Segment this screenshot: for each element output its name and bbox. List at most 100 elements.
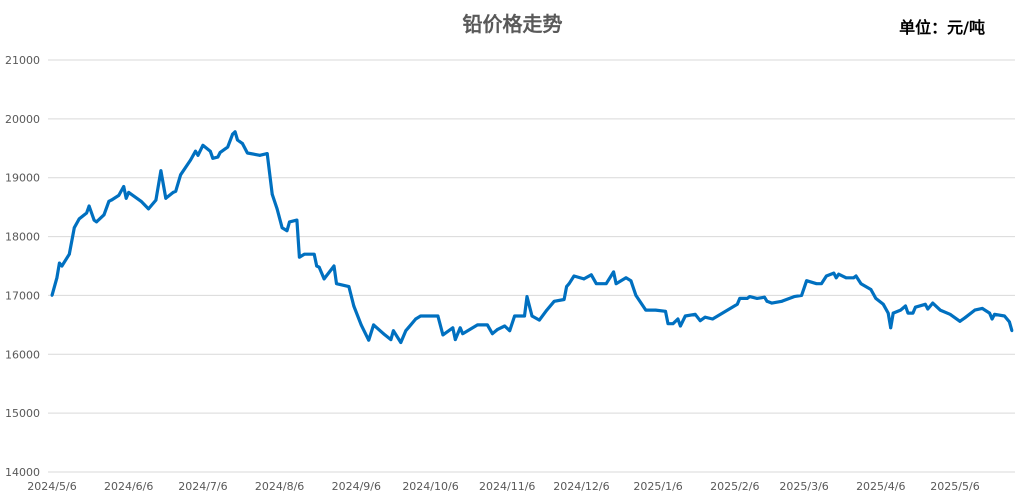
data-point	[236, 138, 239, 142]
data-point	[154, 198, 158, 202]
data-point	[441, 333, 445, 337]
data-point	[770, 301, 774, 305]
x-tick-label: 2025/3/6	[779, 480, 828, 493]
data-point	[948, 312, 952, 316]
y-tick-label: 14000	[5, 466, 40, 479]
data-point	[102, 213, 106, 217]
data-point	[589, 273, 593, 277]
data-point	[654, 308, 658, 312]
data-point	[453, 338, 457, 341]
data-point	[614, 282, 618, 286]
unit-label: 单位：元/吨	[899, 18, 985, 37]
data-point	[755, 296, 759, 300]
data-point	[372, 323, 376, 327]
data-point	[382, 332, 385, 336]
data-point	[490, 332, 494, 336]
data-point	[973, 308, 977, 312]
data-point	[359, 323, 363, 327]
data-point	[671, 322, 675, 326]
data-point	[805, 279, 808, 283]
data-point	[837, 272, 841, 276]
data-point	[612, 270, 615, 274]
chart-title: 铅价格走势	[462, 12, 563, 36]
data-point	[923, 302, 927, 306]
data-point	[624, 276, 628, 280]
data-point	[914, 305, 917, 309]
data-point	[159, 169, 163, 173]
data-point	[226, 145, 230, 149]
data-point	[748, 295, 752, 299]
data-point	[87, 204, 91, 208]
data-point	[127, 191, 131, 194]
data-point	[216, 155, 220, 159]
data-point	[711, 317, 714, 321]
data-point	[231, 132, 235, 136]
data-point	[869, 288, 873, 291]
data-point	[476, 323, 479, 327]
x-tick-label: 2024/10/6	[402, 480, 458, 493]
data-point	[285, 229, 289, 233]
data-point	[904, 304, 907, 308]
data-point	[523, 314, 526, 318]
data-point	[545, 308, 549, 312]
data-point	[938, 308, 942, 312]
data-point	[389, 338, 393, 341]
data-point	[124, 196, 128, 200]
data-point	[392, 329, 395, 333]
data-point	[211, 156, 215, 160]
y-tick-label: 19000	[5, 172, 40, 185]
data-point	[693, 312, 697, 316]
data-point	[77, 217, 81, 221]
data-point	[525, 295, 529, 299]
data-point	[530, 314, 534, 318]
data-point	[302, 252, 306, 256]
data-point	[844, 276, 848, 280]
data-point	[926, 307, 930, 311]
data-point	[495, 328, 499, 331]
data-point	[174, 189, 178, 193]
data-point	[315, 264, 319, 268]
x-tick-label: 2025/5/6	[930, 480, 979, 493]
data-point	[763, 295, 766, 299]
data-point	[265, 152, 269, 155]
data-point	[508, 329, 512, 333]
data-point	[352, 304, 356, 308]
data-point	[644, 308, 648, 312]
price-line	[50, 130, 1014, 345]
data-point	[458, 326, 462, 330]
data-point	[874, 296, 878, 300]
y-tick-label: 21000	[5, 54, 40, 67]
y-tick-label: 16000	[5, 348, 40, 361]
data-point	[698, 319, 702, 323]
x-tick-label: 2024/5/6	[27, 480, 76, 493]
data-point	[85, 211, 89, 215]
y-tick-label: 15000	[5, 407, 40, 420]
data-point	[295, 218, 299, 222]
data-point	[107, 199, 111, 203]
data-point	[629, 279, 633, 283]
data-point	[820, 282, 823, 286]
data-point	[270, 192, 274, 196]
data-point	[60, 264, 64, 268]
data-point	[139, 199, 143, 203]
data-point	[859, 282, 863, 286]
data-point	[258, 153, 262, 157]
data-point	[461, 332, 465, 336]
data-point	[513, 314, 517, 318]
data-point	[117, 193, 121, 197]
data-point	[594, 282, 598, 286]
data-point	[881, 302, 885, 306]
data-point	[414, 317, 418, 321]
data-point	[906, 311, 910, 315]
data-point	[792, 295, 796, 299]
x-tick-label: 2024/6/6	[104, 480, 153, 493]
data-point	[241, 142, 244, 145]
data-point	[899, 308, 902, 312]
x-tick-label: 2025/1/6	[633, 480, 682, 493]
data-point	[634, 294, 638, 297]
data-point	[988, 311, 992, 315]
data-point	[745, 296, 749, 300]
data-point	[824, 274, 828, 278]
data-point	[683, 314, 687, 318]
data-point	[67, 252, 71, 256]
